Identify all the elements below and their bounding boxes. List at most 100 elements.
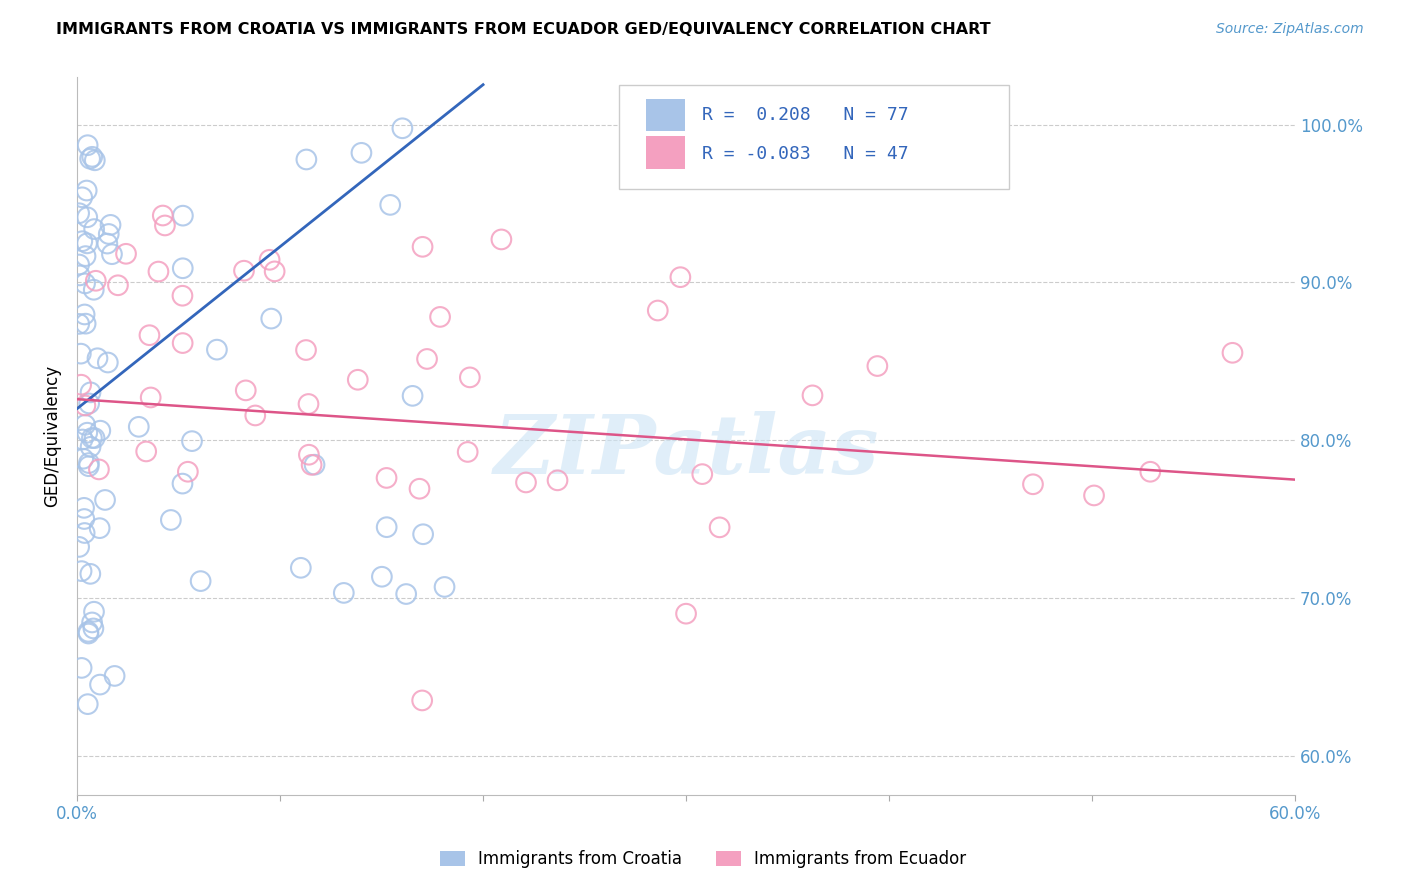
Point xyxy=(70,564,93,578)
Point xyxy=(160,513,183,527)
Point xyxy=(177,465,200,479)
Point xyxy=(67,206,90,220)
Point xyxy=(89,424,111,438)
Point xyxy=(235,384,257,398)
Point xyxy=(76,697,98,711)
Point xyxy=(73,277,96,291)
Point xyxy=(457,445,479,459)
Point xyxy=(172,476,194,491)
Point xyxy=(72,433,94,447)
Point xyxy=(77,626,100,640)
Point xyxy=(77,624,100,639)
Point xyxy=(94,492,117,507)
Point xyxy=(104,669,127,683)
Point xyxy=(79,440,101,454)
Point xyxy=(304,458,326,472)
Point xyxy=(76,236,98,251)
Point xyxy=(72,234,94,248)
Point xyxy=(298,448,321,462)
Point xyxy=(138,328,160,343)
Point xyxy=(135,444,157,458)
Point xyxy=(75,417,97,432)
Point xyxy=(690,467,713,482)
Point xyxy=(79,152,101,166)
Text: R =  0.208   N = 77: R = 0.208 N = 77 xyxy=(702,106,908,124)
Point xyxy=(139,391,162,405)
Point xyxy=(107,278,129,293)
Point xyxy=(76,184,98,198)
Point xyxy=(295,343,318,357)
Point xyxy=(181,434,204,449)
Point xyxy=(1139,465,1161,479)
Point xyxy=(83,222,105,236)
Point xyxy=(77,459,100,474)
Point xyxy=(515,475,537,490)
Point xyxy=(433,580,456,594)
Point xyxy=(647,303,669,318)
Point xyxy=(84,274,107,288)
Point xyxy=(669,270,692,285)
Point xyxy=(290,561,312,575)
Point xyxy=(75,249,97,263)
Point xyxy=(73,512,96,526)
Point xyxy=(1022,477,1045,491)
Point xyxy=(67,540,90,554)
Point xyxy=(190,574,212,588)
Point xyxy=(86,351,108,366)
Point xyxy=(371,570,394,584)
Y-axis label: GED/Equivalency: GED/Equivalency xyxy=(44,365,60,508)
Point xyxy=(89,521,111,535)
Point xyxy=(259,252,281,267)
Point xyxy=(96,236,118,251)
Point xyxy=(80,615,103,630)
Point xyxy=(260,311,283,326)
FancyBboxPatch shape xyxy=(645,99,685,131)
Point xyxy=(148,264,170,278)
Point xyxy=(412,240,434,254)
Point xyxy=(172,336,194,351)
Point xyxy=(70,190,93,204)
Point xyxy=(346,373,368,387)
Point xyxy=(128,419,150,434)
Point xyxy=(401,389,423,403)
Point xyxy=(1222,346,1244,360)
Point xyxy=(412,527,434,541)
Point xyxy=(1083,488,1105,502)
Point xyxy=(295,153,318,167)
Point xyxy=(801,388,824,402)
Point xyxy=(80,431,103,445)
Point xyxy=(709,520,731,534)
Point xyxy=(69,268,91,283)
Point xyxy=(172,289,194,303)
Point xyxy=(101,247,124,261)
Point xyxy=(391,121,413,136)
Text: R = -0.083   N = 47: R = -0.083 N = 47 xyxy=(702,145,908,163)
Point xyxy=(115,247,138,261)
Point xyxy=(429,310,451,324)
Text: ZIPatlas: ZIPatlas xyxy=(494,410,879,491)
Point xyxy=(263,264,285,278)
Point xyxy=(83,431,105,445)
Point xyxy=(97,227,120,241)
Point xyxy=(172,261,194,276)
Point xyxy=(97,355,120,369)
Point xyxy=(82,622,104,636)
Point xyxy=(79,566,101,581)
Point xyxy=(83,605,105,619)
Point xyxy=(67,258,90,272)
Point xyxy=(73,308,96,322)
Point xyxy=(233,263,256,277)
Point xyxy=(675,607,697,621)
Point xyxy=(152,209,174,223)
Point xyxy=(395,587,418,601)
Point xyxy=(408,482,430,496)
Point xyxy=(83,153,105,168)
Point xyxy=(83,283,105,297)
Point xyxy=(75,399,97,413)
Point xyxy=(70,661,93,675)
Point xyxy=(458,370,481,384)
Point xyxy=(70,377,93,392)
Point xyxy=(205,343,228,357)
Point xyxy=(350,145,373,160)
Text: Source: ZipAtlas.com: Source: ZipAtlas.com xyxy=(1216,22,1364,37)
